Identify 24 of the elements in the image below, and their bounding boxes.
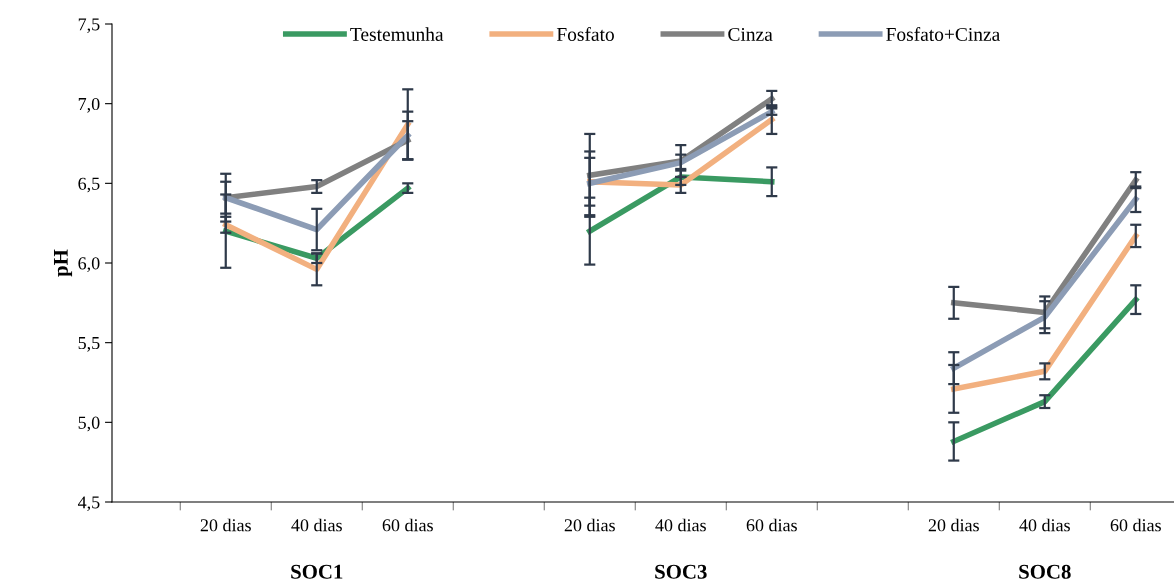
x-tick-label: 40 dias	[655, 518, 706, 532]
y-tick-label: 7,5	[78, 18, 100, 34]
y-tick-label: 5,5	[78, 337, 100, 352]
x-tick-label: 60 dias	[746, 518, 797, 532]
legend-label: Fosfato	[556, 27, 614, 41]
x-tick-label: 40 dias	[291, 518, 342, 532]
x-tick-label: 20 dias	[564, 518, 615, 532]
legend-label: Testemunha	[350, 27, 444, 41]
x-tick-label: 40 dias	[1019, 518, 1070, 532]
x-tick-label: 20 dias	[928, 518, 979, 532]
x-tick-label: 60 dias	[382, 518, 433, 532]
x-tick-label: 20 dias	[200, 518, 251, 532]
y-axis-title: pH	[53, 249, 73, 277]
y-tick-label: 5,0	[78, 416, 100, 432]
legend-label: Fosfato+Cinza	[886, 27, 1000, 41]
y-tick-label: 6,5	[78, 177, 100, 193]
y-tick-label: 4,5	[77, 496, 100, 512]
y-tick-label: 7,0	[78, 97, 100, 113]
text: SOC3	[655, 564, 707, 579]
y-tick-label: 6,0	[78, 257, 100, 273]
text: SOC8	[1019, 564, 1071, 579]
x-tick-label: 60 dias	[1110, 518, 1161, 532]
legend-label: Cinza	[728, 27, 773, 41]
text: SOC1	[291, 564, 343, 579]
